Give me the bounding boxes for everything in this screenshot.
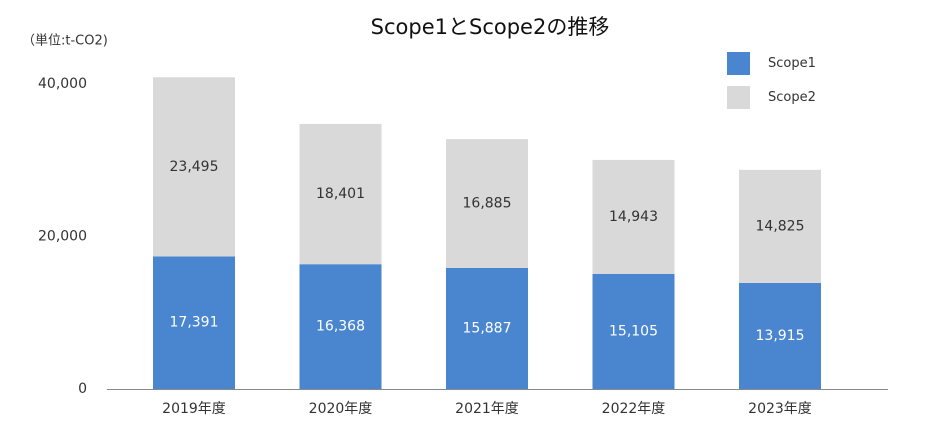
y-axis-unit: （単位:t-CO2) bbox=[22, 33, 108, 49]
data-label: 16,885 bbox=[463, 196, 512, 212]
bar-segment bbox=[592, 159, 675, 274]
bar-segment bbox=[446, 139, 528, 268]
legend-swatch bbox=[727, 86, 750, 109]
data-label: 14,943 bbox=[609, 209, 658, 225]
data-label: 16,368 bbox=[316, 319, 365, 335]
legend-label: Scope1 bbox=[768, 56, 816, 71]
data-label: 18,401 bbox=[316, 186, 365, 202]
data-label: 14,825 bbox=[756, 218, 805, 234]
data-label: 17,391 bbox=[170, 315, 219, 331]
bar-segment bbox=[739, 169, 821, 283]
data-label: 23,495 bbox=[170, 159, 219, 175]
bar-segment bbox=[299, 264, 382, 389]
x-tick-label: 2020年度 bbox=[309, 401, 373, 417]
x-tick-label: 2019年度 bbox=[162, 401, 226, 417]
bar-segment bbox=[739, 282, 821, 389]
chart-title: Scope1とScope2の推移 bbox=[371, 15, 610, 39]
bar-segment bbox=[153, 256, 235, 389]
x-tick-label: 2023年度 bbox=[748, 401, 812, 417]
data-label: 13,915 bbox=[756, 328, 805, 344]
bar-segment bbox=[592, 273, 675, 389]
bar-segment bbox=[446, 267, 528, 389]
data-label: 15,105 bbox=[609, 323, 658, 339]
x-tick-label: 2021年度 bbox=[455, 401, 519, 417]
bar-segment bbox=[153, 77, 235, 257]
bar-segment bbox=[299, 123, 382, 265]
legend-swatch bbox=[727, 52, 750, 75]
y-tick-label: 20,000 bbox=[38, 229, 87, 245]
y-tick-label: 0 bbox=[78, 381, 87, 397]
y-tick-label: 40,000 bbox=[38, 76, 87, 92]
data-label: 15,887 bbox=[463, 320, 512, 336]
legend-label: Scope2 bbox=[768, 90, 816, 105]
x-tick-label: 2022年度 bbox=[602, 401, 666, 417]
